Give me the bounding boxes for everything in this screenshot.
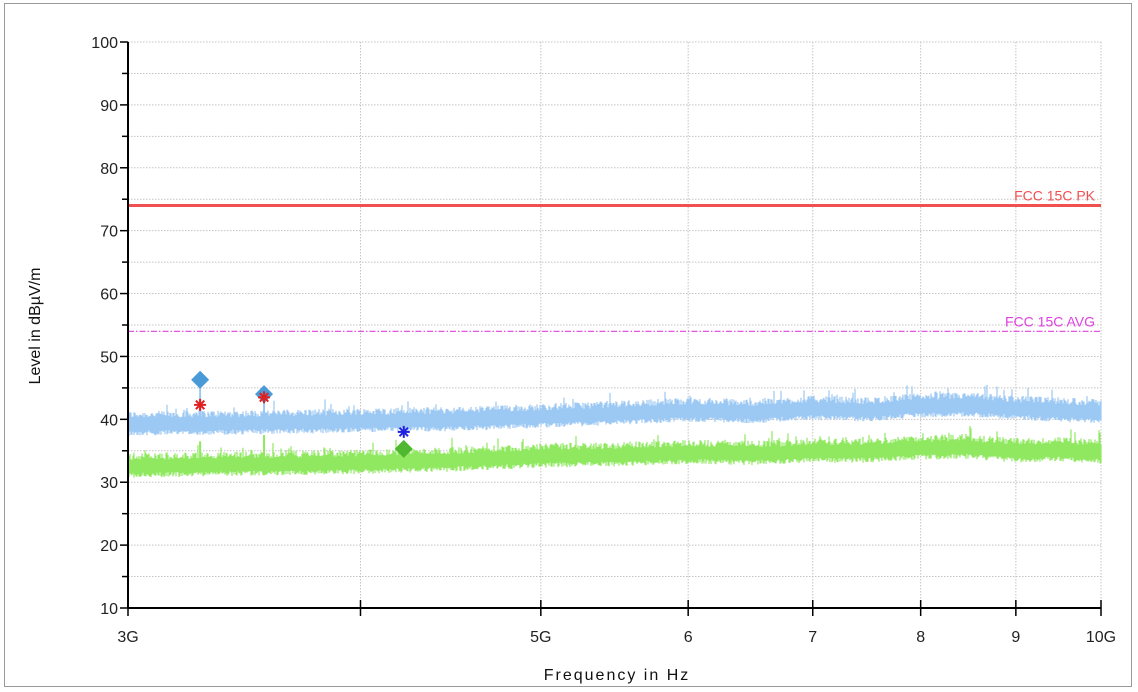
x-tick-label: 3G xyxy=(117,629,138,646)
asterisk-stroke xyxy=(259,392,269,403)
y-tick-label: 20 xyxy=(100,538,118,555)
y-tick-label: 100 xyxy=(91,35,118,52)
x-tick-label: 9 xyxy=(1011,629,1020,646)
grid xyxy=(127,41,1102,609)
diamond-marker xyxy=(191,370,210,389)
x-tick-label: 7 xyxy=(808,629,817,646)
asterisk-stroke xyxy=(398,426,409,437)
markers xyxy=(191,370,413,458)
x-tick-label: 6 xyxy=(684,629,693,646)
axes: 10 20 30 40 50 60 70 80 90 100 3G 5G 6 7 8 9 10G xyxy=(91,35,1116,646)
x-tick-label: 5G xyxy=(530,629,551,646)
asterisk-marker xyxy=(397,425,410,438)
y-tick-label: 40 xyxy=(100,412,118,429)
trace-2 xyxy=(127,426,1102,478)
x-axis-title: Frequency in Hz xyxy=(544,667,691,684)
y-tick-label: 70 xyxy=(100,224,118,241)
y-tick-label: 50 xyxy=(100,349,118,366)
diamond-marker xyxy=(394,439,413,458)
y-tick-label: 30 xyxy=(100,475,118,492)
chart-frame xyxy=(4,3,1132,687)
x-tick-label: 8 xyxy=(916,629,925,646)
x-tick-label: 10G xyxy=(1086,629,1116,646)
asterisk-marker xyxy=(258,391,271,404)
limit-label-2: FCC 15C AVG xyxy=(1005,313,1095,329)
y-axis-title: Level in dBµV/m xyxy=(27,268,44,385)
limit-label-1: FCC 15C PK xyxy=(1014,188,1096,204)
asterisk-marker xyxy=(194,398,207,411)
trace-1 xyxy=(127,384,1102,436)
asterisk-stroke xyxy=(195,399,206,410)
limit-lines: FCC 15C PK FCC 15C AVG xyxy=(128,188,1101,332)
traces xyxy=(127,384,1102,478)
y-tick-label: 80 xyxy=(100,161,118,178)
y-tick-label: 10 xyxy=(100,601,118,618)
y-tick-label: 90 xyxy=(100,98,118,115)
y-tick-label: 60 xyxy=(100,287,118,304)
